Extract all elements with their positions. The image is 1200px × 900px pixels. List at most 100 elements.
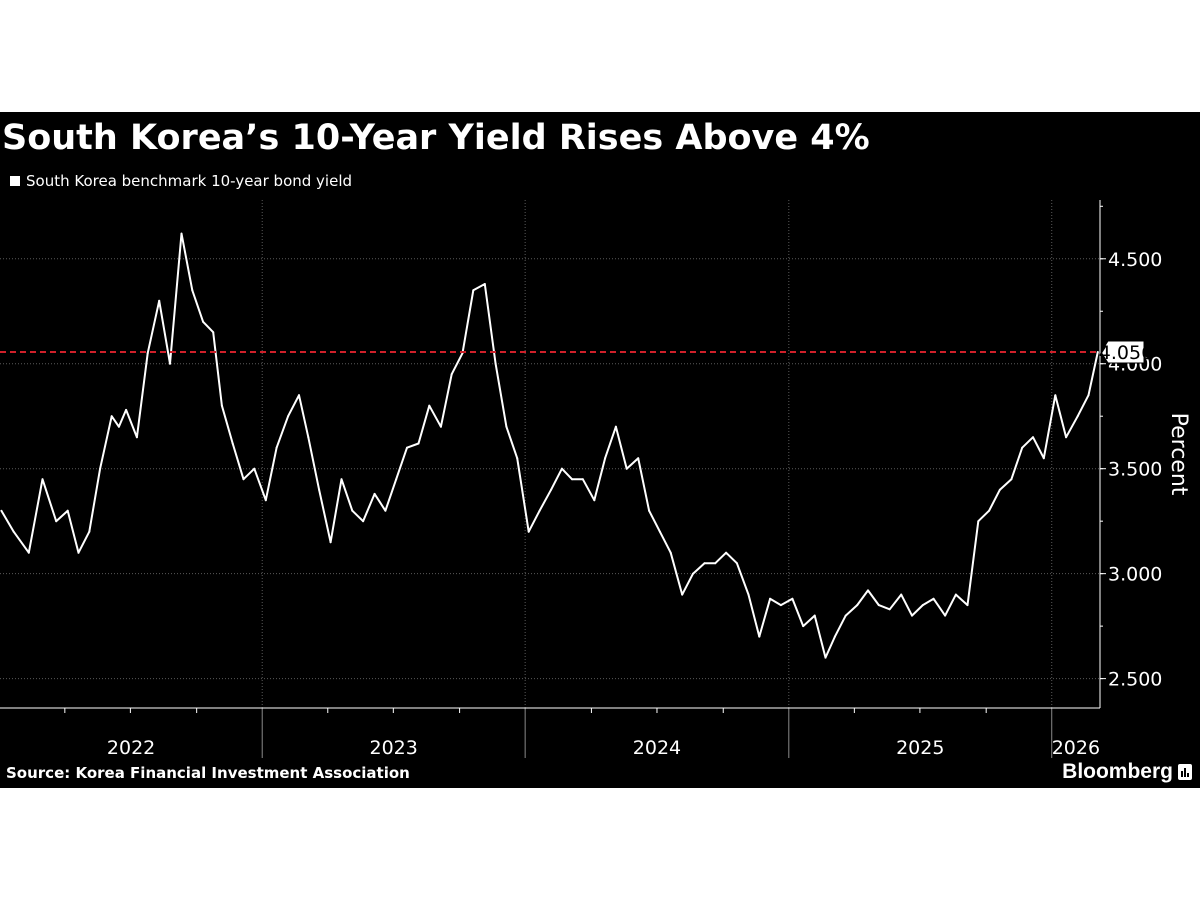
data-point bbox=[604, 457, 607, 460]
data-point bbox=[921, 604, 924, 607]
data-point bbox=[77, 551, 80, 554]
series-layer bbox=[0, 232, 1099, 659]
data-point bbox=[307, 436, 310, 439]
data-point bbox=[1042, 457, 1045, 460]
data-point bbox=[625, 467, 628, 470]
x-year-label: 2025 bbox=[896, 737, 944, 759]
data-point bbox=[340, 478, 343, 481]
data-point bbox=[1076, 415, 1079, 418]
legend-label: South Korea benchmark 10-year bond yield bbox=[26, 172, 353, 190]
data-point bbox=[362, 520, 365, 523]
data-point bbox=[66, 509, 69, 512]
data-point bbox=[703, 562, 706, 565]
data-point bbox=[758, 635, 761, 638]
data-point bbox=[287, 415, 290, 418]
data-point bbox=[998, 488, 1001, 491]
data-point bbox=[450, 373, 453, 376]
legend-swatch bbox=[10, 176, 20, 186]
data-point bbox=[747, 593, 750, 596]
brand-text: Bloomberg bbox=[1062, 760, 1173, 783]
data-point bbox=[395, 478, 398, 481]
data-point bbox=[813, 614, 816, 617]
data-point bbox=[714, 562, 717, 565]
grid bbox=[0, 200, 1100, 708]
data-point bbox=[242, 478, 245, 481]
data-point bbox=[692, 572, 694, 575]
data-point bbox=[329, 541, 332, 544]
data-point bbox=[769, 597, 772, 600]
data-point bbox=[1087, 394, 1090, 397]
data-point bbox=[180, 232, 183, 235]
data-point bbox=[1054, 394, 1057, 397]
x-year-label: 2024 bbox=[633, 737, 681, 759]
data-point bbox=[318, 488, 321, 491]
data-point bbox=[681, 593, 684, 596]
data-point bbox=[725, 551, 728, 554]
data-point bbox=[0, 509, 3, 512]
data-point bbox=[55, 520, 58, 523]
data-point bbox=[135, 436, 138, 439]
data-point bbox=[212, 331, 215, 334]
data-point bbox=[373, 492, 376, 495]
data-point bbox=[202, 320, 205, 323]
y-tick-label: 2.500 bbox=[1108, 669, 1162, 691]
data-point bbox=[220, 404, 223, 407]
data-point bbox=[824, 656, 827, 659]
data-point bbox=[117, 425, 120, 428]
data-point bbox=[550, 488, 553, 491]
y-tick-label: 4.500 bbox=[1108, 249, 1162, 271]
data-point bbox=[191, 289, 194, 292]
data-point bbox=[483, 283, 486, 285]
data-point bbox=[516, 457, 519, 460]
x-year-label: 2026 bbox=[1052, 737, 1100, 759]
chart-title: South Korea’s 10-Year Yield Rises Above … bbox=[2, 118, 870, 158]
data-point bbox=[669, 551, 672, 554]
data-point bbox=[472, 289, 475, 292]
data-point bbox=[833, 635, 836, 638]
data-point bbox=[494, 362, 497, 365]
y-axis-title: Percent bbox=[1166, 413, 1191, 496]
chart-panel: South Korea’s 10-Year Yield Rises Above … bbox=[0, 112, 1200, 788]
bloomberg-logo: Bloomberg bbox=[1062, 760, 1192, 784]
data-point bbox=[253, 467, 256, 470]
source-note: Source: Korea Financial Investment Assoc… bbox=[6, 764, 410, 782]
data-point bbox=[648, 509, 651, 512]
data-point bbox=[877, 604, 880, 607]
data-point bbox=[593, 499, 596, 502]
bloomberg-chart-icon bbox=[1178, 764, 1192, 780]
data-point bbox=[231, 442, 234, 445]
data-point bbox=[658, 530, 661, 533]
reference-label: 4.056 bbox=[1099, 342, 1153, 364]
data-point bbox=[581, 478, 584, 481]
data-point bbox=[911, 614, 913, 617]
data-point bbox=[428, 404, 431, 407]
data-point bbox=[275, 446, 278, 449]
data-point bbox=[1010, 478, 1013, 481]
data-point bbox=[779, 604, 782, 607]
data-point bbox=[637, 457, 640, 460]
data-point bbox=[1096, 351, 1099, 353]
data-point bbox=[406, 446, 408, 449]
data-point bbox=[538, 509, 541, 512]
data-point bbox=[844, 614, 847, 617]
data-point bbox=[888, 608, 891, 611]
data-point bbox=[12, 530, 15, 533]
data-point bbox=[614, 425, 617, 428]
data-point bbox=[802, 625, 805, 628]
data-point bbox=[169, 362, 171, 365]
x-year-label: 2023 bbox=[370, 737, 418, 759]
data-point bbox=[298, 394, 300, 397]
data-point bbox=[988, 509, 991, 512]
reference-layer: 4.056 bbox=[0, 340, 1153, 364]
data-point bbox=[1032, 436, 1034, 439]
data-point bbox=[99, 467, 102, 470]
data-point bbox=[146, 352, 149, 355]
data-point bbox=[417, 442, 420, 445]
data-point bbox=[977, 520, 980, 523]
data-point bbox=[125, 408, 128, 411]
data-point bbox=[966, 604, 969, 607]
data-point bbox=[944, 614, 947, 617]
data-point bbox=[954, 593, 957, 596]
